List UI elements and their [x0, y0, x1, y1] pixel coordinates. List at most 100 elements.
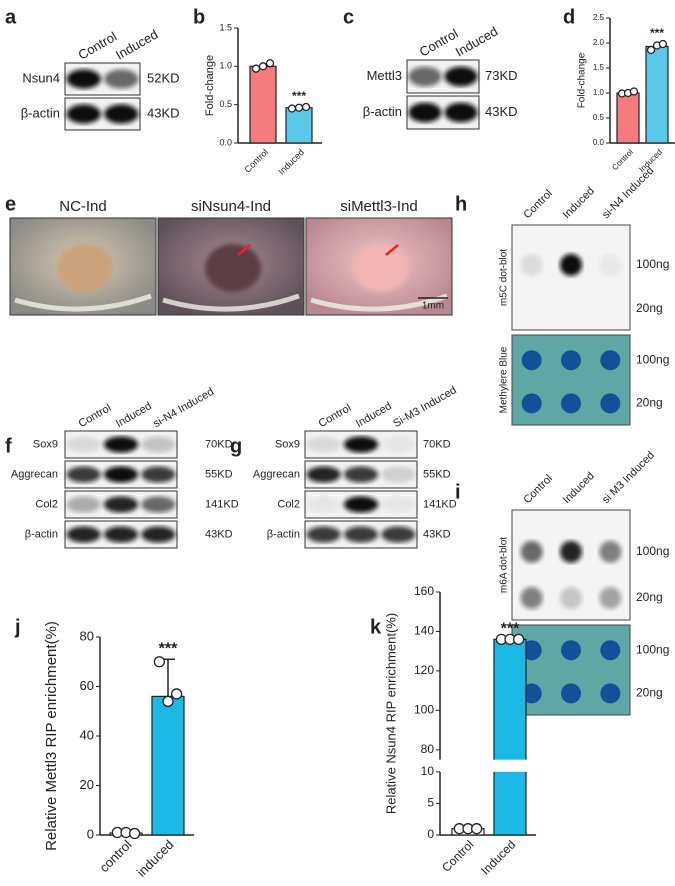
band [381, 436, 416, 453]
arrow [237, 244, 251, 256]
row-label: Nsun4 [22, 70, 60, 85]
amount-label: 100ng [636, 352, 669, 366]
data-point [658, 39, 668, 49]
band [141, 496, 176, 513]
y-tick-label: 0.0 [593, 138, 605, 147]
lane-label: Induced [114, 400, 154, 430]
panel-letter: d [563, 6, 575, 28]
arrow [385, 244, 399, 256]
stain-dot [561, 683, 581, 704]
band [66, 466, 101, 483]
data-point [646, 45, 656, 55]
row-label: β-actin [21, 105, 60, 120]
y-axis-label: Fold-change [204, 55, 216, 116]
y-tick-label: 0.0 [219, 137, 232, 147]
panel-letter: b [193, 6, 205, 28]
lane-label: Si-M3 Induced [391, 384, 458, 430]
y-tick-label: 20 [80, 777, 94, 792]
y-tick-label: 1.0 [593, 88, 605, 97]
band [103, 466, 139, 483]
band [103, 496, 139, 513]
y-tick-label: 1.5 [593, 63, 605, 72]
dot [520, 253, 543, 276]
lane-label: si M3 Induced [600, 449, 657, 506]
tissue [205, 244, 261, 292]
lane-label: si-N4 Induced [600, 165, 656, 221]
dot [560, 540, 582, 563]
stain-dot [561, 393, 581, 414]
band [306, 436, 341, 453]
size-label: 55KD [423, 468, 451, 480]
y-axis-label: Relative Nsun4 RIP enrichment(%) [383, 613, 398, 814]
tissue [57, 244, 113, 292]
panel-letter: j [14, 616, 21, 638]
band [66, 69, 101, 89]
dish-rim [310, 293, 448, 312]
stain-dot [521, 683, 542, 704]
photo-label: NC-Ind [59, 198, 107, 215]
data-point [629, 87, 639, 96]
lane-label: Induced [354, 400, 394, 430]
stain-dot [521, 350, 542, 371]
x-tick-label: control [96, 837, 134, 875]
band [381, 526, 416, 543]
y-tick-label: 100 [414, 703, 434, 717]
bar [616, 92, 640, 144]
membrane-label: m5C dot-blot [499, 249, 510, 306]
row-label: β-actin [363, 104, 402, 119]
significance: *** [501, 621, 520, 638]
bar [493, 638, 527, 836]
lane-label: Control [317, 402, 354, 430]
size-label: 141KD [423, 498, 457, 510]
dish-rim [14, 293, 152, 312]
data-point [128, 827, 141, 840]
y-tick-label: 80 [421, 742, 435, 756]
band [444, 66, 478, 87]
size-label: 141KD [205, 498, 239, 510]
size-label: 43KD [205, 528, 233, 540]
band [104, 69, 139, 89]
bar [285, 107, 313, 144]
amount-label: 100ng [636, 642, 669, 656]
lane-label: si-N4 Induced [151, 386, 216, 430]
band [103, 526, 139, 543]
band [408, 102, 442, 123]
data-point [512, 633, 525, 645]
panel-letter: a [5, 6, 17, 28]
x-tick-label: Control [243, 147, 271, 175]
dish-rim [162, 293, 300, 312]
amount-label: 100ng [636, 544, 669, 558]
band [141, 466, 176, 483]
dot [560, 587, 582, 609]
band [141, 526, 176, 543]
band [306, 496, 341, 513]
data-point [170, 688, 183, 700]
dot [520, 540, 543, 563]
band [343, 466, 379, 483]
bar [151, 695, 185, 836]
row-label: β-actin [267, 528, 300, 540]
x-tick-label: Control [439, 837, 476, 874]
stain-dot [561, 640, 581, 661]
stain-dot [521, 393, 542, 414]
band [381, 466, 416, 483]
lane-label: Induced [113, 26, 161, 62]
band [66, 436, 101, 453]
stain-dot [600, 640, 621, 661]
x-tick-label: induced [134, 837, 177, 880]
size-label: 70KD [205, 438, 233, 450]
panel-letter: k [370, 616, 382, 638]
lane-label: Control [77, 402, 114, 430]
photo-label: siNsun4-Ind [191, 198, 271, 215]
dot [599, 253, 622, 276]
stain-dot [600, 683, 621, 704]
significance: *** [159, 640, 178, 657]
row-label: Sox9 [275, 438, 300, 450]
stain-dot [561, 350, 581, 371]
lane-label: Control [521, 473, 555, 507]
band [306, 526, 341, 543]
y-tick-label: 1.5 [219, 22, 232, 32]
dot [599, 540, 622, 563]
y-tick-label: 80 [80, 628, 94, 643]
